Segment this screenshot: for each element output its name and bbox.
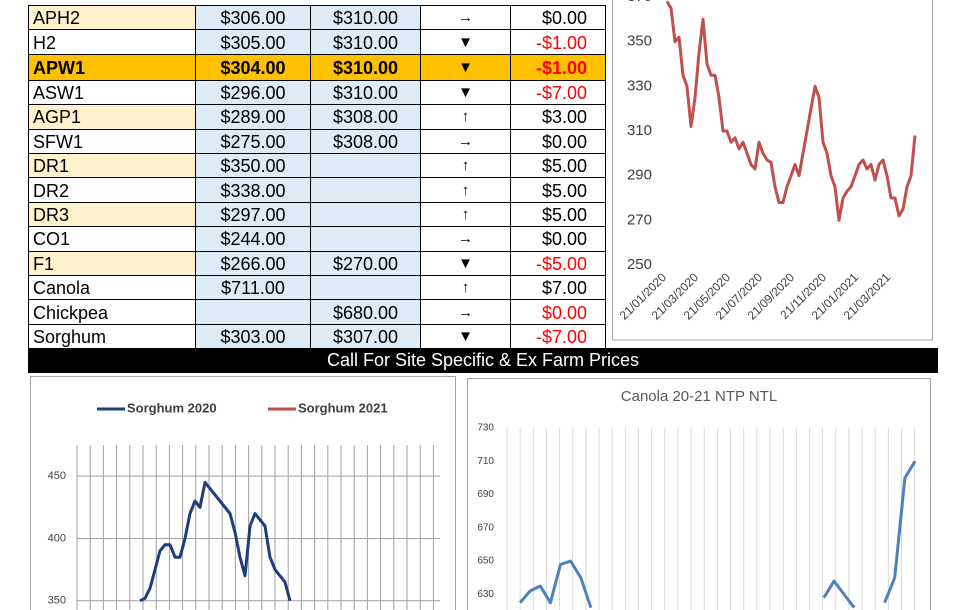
- table-cell: CO1: [28, 226, 196, 252]
- legend-label: Sorghum 2020: [127, 400, 217, 415]
- y-tick-label: 650: [477, 556, 494, 567]
- table-cell: $5.00: [510, 177, 606, 203]
- table-cell: [310, 226, 421, 252]
- y-tick-label: 270: [627, 211, 652, 228]
- table-cell: SFW1: [28, 128, 196, 154]
- table-cell: Sorghum: [28, 323, 196, 350]
- table-cell: $310.00: [310, 53, 421, 81]
- table-cell: $289.00: [195, 104, 311, 130]
- y-tick-label: 290: [627, 167, 652, 184]
- table-cell: [310, 153, 421, 179]
- table-cell: $303.00: [195, 323, 311, 350]
- table-cell: $244.00: [195, 226, 311, 252]
- table-cell: ▼: [420, 53, 511, 81]
- y-tick-label: 450: [48, 470, 66, 482]
- table-cell: -$1.00: [510, 29, 606, 55]
- table-cell: $338.00: [195, 177, 311, 203]
- table-cell: →: [420, 226, 511, 252]
- table-cell: F1: [28, 250, 196, 276]
- y-tick-label: 330: [627, 77, 652, 94]
- table-cell: $308.00: [310, 128, 421, 154]
- y-tick-label: 350: [48, 595, 66, 607]
- table-cell: $297.00: [195, 201, 311, 228]
- table-cell: Canola: [28, 275, 196, 301]
- table-cell: $0.00: [510, 128, 606, 154]
- table-cell: ↑: [420, 201, 511, 228]
- table-cell: $5.00: [510, 153, 606, 179]
- table-cell: ▼: [420, 79, 511, 106]
- y-tick-label: 670: [477, 522, 494, 533]
- table-cell: APW1: [28, 53, 196, 81]
- table-cell: $308.00: [310, 104, 421, 130]
- table-cell: $266.00: [195, 250, 311, 276]
- table-cell: -$5.00: [510, 250, 606, 276]
- table-cell: -$7.00: [510, 79, 606, 106]
- table-cell: $306.00: [195, 5, 311, 31]
- table-cell: -$1.00: [510, 53, 606, 81]
- table-cell: [195, 299, 311, 325]
- table-cell: ▼: [420, 29, 511, 55]
- table-cell: $7.00: [510, 275, 606, 301]
- table-cell: →: [420, 128, 511, 154]
- table-cell: $310.00: [310, 5, 421, 31]
- chart-frame: [30, 376, 456, 610]
- chart-title: Canola 20-21 NTP NTL: [621, 388, 777, 405]
- series-line: [518, 460, 917, 609]
- y-tick-label: 310: [627, 122, 652, 139]
- y-tick-label: 400: [48, 532, 66, 544]
- table-cell: ASW1: [28, 79, 196, 106]
- table-cell: ↑: [420, 104, 511, 130]
- table-cell: $0.00: [510, 5, 606, 31]
- y-tick-label: 250: [627, 256, 652, 273]
- table-cell: [310, 275, 421, 301]
- table-cell: $0.00: [510, 226, 606, 252]
- banner: Call For Site Specific & Ex Farm Prices: [28, 348, 938, 373]
- y-tick-label: 350: [627, 33, 652, 50]
- table-cell: $310.00: [310, 29, 421, 55]
- table-cell: $0.00: [510, 299, 606, 325]
- y-tick-label: 370: [627, 0, 652, 5]
- table-cell: ↑: [420, 153, 511, 179]
- table-cell: $270.00: [310, 250, 421, 276]
- table-cell: APH2: [28, 5, 196, 31]
- y-tick-label: 730: [477, 423, 494, 434]
- table-cell: ▼: [420, 250, 511, 276]
- table-cell: $310.00: [310, 79, 421, 106]
- table-cell: DR3: [28, 201, 196, 228]
- y-tick-label: 710: [477, 456, 494, 467]
- table-cell: $680.00: [310, 299, 421, 325]
- price-chart: 25027029031033035037021/01/202021/03/202…: [612, 0, 933, 341]
- table-cell: $305.00: [195, 29, 311, 55]
- series-line: [665, 0, 917, 222]
- table-cell: Chickpea: [28, 299, 196, 325]
- table-cell: →: [420, 5, 511, 31]
- table-cell: $3.00: [510, 104, 606, 130]
- table-cell: H2: [28, 29, 196, 55]
- sorghum-chart: 350 400 450 Sorghum 2020 Sorghum 2021: [30, 376, 456, 610]
- legend-label: Sorghum 2021: [298, 400, 388, 415]
- table-cell: [310, 201, 421, 228]
- table-cell: $5.00: [510, 201, 606, 228]
- table-cell: $304.00: [195, 53, 311, 81]
- table-cell: ▼: [420, 323, 511, 350]
- table-cell: DR1: [28, 153, 196, 179]
- table-cell: $350.00: [195, 153, 311, 179]
- table-cell: $307.00: [310, 323, 421, 350]
- table-cell: ↑: [420, 275, 511, 301]
- table-cell: $296.00: [195, 79, 311, 106]
- canola-chart: 630 650 670 690 710 730 Canola 20-21 NTP NTL: [467, 378, 931, 610]
- table-cell: AGP1: [28, 104, 196, 130]
- table-cell: ↑: [420, 177, 511, 203]
- series-line: [139, 480, 292, 603]
- table-cell: [310, 177, 421, 203]
- table-cell: →: [420, 299, 511, 325]
- y-tick-label: 630: [477, 589, 494, 600]
- chart-frame: [467, 378, 931, 610]
- table-cell: -$7.00: [510, 323, 606, 350]
- table-cell: $275.00: [195, 128, 311, 154]
- table-cell: $711.00: [195, 275, 311, 301]
- y-tick-label: 690: [477, 489, 494, 500]
- table-cell: DR2: [28, 177, 196, 203]
